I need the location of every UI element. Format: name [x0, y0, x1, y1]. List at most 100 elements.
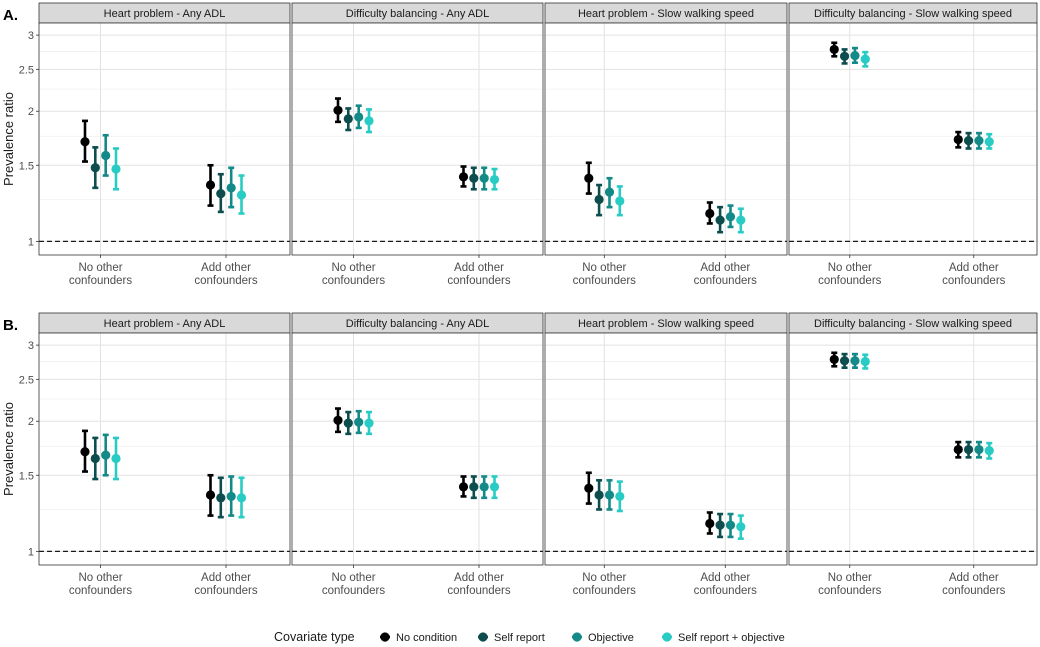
facet-border [291, 22, 544, 256]
y-tick-label: 3 [28, 340, 34, 352]
estimate-point [974, 136, 984, 146]
estimate-point [974, 444, 984, 455]
x-category-label-line: Add other [700, 262, 750, 274]
x-category-label-line: No other [78, 572, 122, 584]
estimate-point [850, 50, 860, 61]
estimate-point [594, 490, 604, 500]
estimate-point [458, 172, 469, 182]
x-category-label-line: Add other [201, 572, 251, 584]
y-axis-title: Prevalence ratio [1, 92, 16, 186]
x-category-label-line: confounders [818, 275, 882, 287]
estimate-point [615, 196, 625, 206]
y-axis-title: Prevalence ratio [1, 402, 16, 496]
x-category-label-line: Add other [454, 572, 504, 584]
x-category-label-line: confounders [69, 275, 133, 287]
estimate-point [725, 520, 736, 530]
estimate-point [333, 105, 343, 115]
estimate-point [705, 208, 715, 219]
estimate-point [850, 356, 860, 366]
y-tick-label: 3 [28, 30, 34, 42]
x-category-label-line: confounders [194, 275, 258, 287]
estimate-point [469, 173, 479, 183]
x-category-label-line: No other [582, 572, 626, 584]
estimate-point [236, 190, 247, 200]
estimate-point [226, 491, 236, 502]
x-category-label-line: Add other [700, 572, 750, 584]
legend-label: Self report + objective [678, 632, 785, 644]
estimate-point [333, 415, 343, 425]
y-tick-label: 2.5 [19, 374, 34, 386]
facet-border [544, 332, 788, 566]
y-tick-label: 2.5 [19, 64, 34, 76]
facet: Difficulty balancing - Slow walking spee… [788, 2, 1038, 287]
x-category-label-line: confounders [694, 585, 758, 597]
x-category-label-line: confounders [322, 275, 386, 287]
estimate-point [860, 54, 870, 64]
estimate-point [111, 453, 121, 464]
x-category-label: No other confounders [69, 572, 133, 597]
legend-label: No condition [396, 632, 457, 644]
plot-background [292, 23, 543, 255]
plot-background [789, 333, 1037, 565]
facet: Heart problem - Slow walking speed No oth… [544, 312, 788, 597]
estimate-point [963, 136, 974, 146]
x-category-label: No other confounders [69, 262, 133, 287]
facet-border [38, 332, 291, 566]
estimate-point [615, 491, 625, 502]
x-category-label-line: Add other [949, 262, 999, 274]
estimate-point [715, 215, 725, 225]
x-category-label: Add other confounders [447, 572, 511, 597]
panel-tag: B. [3, 317, 18, 334]
panel-b: B. Prevalence ratio 1 1.5 2 2.5 3 Heart problem… [1, 312, 1038, 597]
x-category-label: Add other confounders [194, 262, 258, 287]
estimate-point [705, 518, 715, 529]
x-category-label: Add other confounders [694, 572, 758, 597]
estimate-point [364, 116, 374, 126]
estimate-point [736, 215, 746, 225]
legend-key-point [662, 632, 672, 642]
estimate-point [90, 163, 100, 173]
x-category-label: Add other confounders [447, 262, 511, 287]
x-category-label-line: confounders [69, 585, 133, 597]
estimate-point [829, 354, 839, 365]
estimate-point [205, 490, 216, 500]
x-category-label: No other confounders [322, 262, 386, 287]
y-tick-label: 1 [28, 236, 34, 248]
x-category-label-line: confounders [942, 275, 1006, 287]
estimate-point [725, 212, 736, 222]
estimate-point [90, 453, 100, 464]
estimate-point [101, 450, 111, 460]
facet-title: Heart problem - Any ADL [104, 8, 226, 20]
x-category-label: Add other confounders [694, 262, 758, 287]
estimate-point [354, 417, 364, 427]
x-category-label-line: Add other [949, 572, 999, 584]
facet: Heart problem - Any ADL No other confounde… [38, 2, 291, 287]
facet-title: Difficulty balancing - Slow walking spee… [814, 8, 1012, 20]
x-category-label: Add other confounders [194, 572, 258, 597]
y-tick-label: 1 [28, 546, 34, 558]
estimate-point [364, 418, 374, 428]
estimate-point [479, 482, 489, 492]
legend-item: Self report + objective [662, 632, 785, 644]
estimate-point [953, 444, 963, 455]
facet-title: Heart problem - Slow walking speed [578, 8, 754, 20]
x-category-label-line: confounders [694, 275, 758, 287]
facet-title: Difficulty balancing - Any ADL [346, 8, 489, 20]
plot-background [292, 333, 543, 565]
estimate-point [604, 187, 615, 197]
facet-border [291, 332, 544, 566]
panel-a: A. Prevalence ratio 1 1.5 2 2.5 3 Heart problem… [1, 2, 1038, 287]
facet: Difficulty balancing - Any ADL No other co… [291, 2, 544, 287]
estimate-point [829, 44, 839, 55]
estimate-point [236, 493, 247, 503]
facet-title: Heart problem - Slow walking speed [578, 318, 754, 330]
facet-border [788, 22, 1038, 256]
legend-label: Self report [494, 632, 545, 644]
estimate-point [736, 522, 746, 532]
x-category-label: No other confounders [818, 262, 882, 287]
facet: Difficulty balancing - Slow walking spee… [788, 312, 1038, 597]
facet-title: Heart problem - Any ADL [104, 318, 226, 330]
panel-tag: A. [3, 7, 18, 24]
estimate-point [469, 482, 479, 492]
estimate-point [953, 134, 963, 145]
